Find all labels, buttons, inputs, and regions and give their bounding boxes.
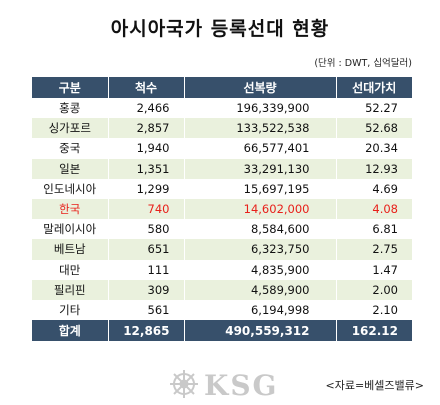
value-cell: 6.81 (336, 219, 412, 240)
value-cell: 2.10 (336, 299, 412, 321)
tonnage-cell: 15,697,195 (184, 178, 337, 199)
total-row: 합계 12,865 490,559,312 162.12 (32, 320, 412, 342)
country-cell: 필리핀 (32, 279, 109, 300)
country-cell: 인도네시아 (32, 178, 109, 199)
country-cell: 중국 (32, 138, 109, 159)
country-cell: 한국 (32, 198, 109, 220)
ships-cell: 561 (108, 299, 185, 321)
tonnage-cell: 6,194,998 (184, 299, 337, 321)
table-row: 홍콩 2,466 196,339,900 52.27 (32, 98, 412, 119)
ships-cell: 1,299 (108, 178, 185, 199)
country-cell: 말레이시아 (32, 219, 109, 240)
column-header-ships: 척수 (108, 77, 185, 98)
tonnage-cell: 4,835,900 (184, 259, 337, 280)
total-tonnage: 490,559,312 (184, 320, 337, 342)
tonnage-cell: 196,339,900 (184, 98, 337, 119)
ships-cell: 309 (108, 279, 185, 300)
ships-cell: 111 (108, 259, 185, 280)
tonnage-cell: 66,577,401 (184, 138, 337, 159)
tonnage-cell: 33,291,130 (184, 158, 337, 179)
watermark-text: KSG (204, 369, 278, 401)
ships-cell: 1,351 (108, 158, 185, 179)
ship-wheel-icon (170, 370, 198, 398)
ksg-watermark-logo: KSG (170, 369, 278, 401)
ships-cell: 2,857 (108, 118, 185, 139)
value-cell: 20.34 (336, 138, 412, 159)
table-row: 인도네시아 1,299 15,697,195 4.69 (32, 178, 412, 199)
country-cell: 베트남 (32, 239, 109, 260)
table-row: 일본 1,351 33,291,130 12.93 (32, 158, 412, 179)
value-cell: 1.47 (336, 259, 412, 280)
ships-cell: 740 (108, 198, 185, 220)
total-label: 합계 (32, 320, 109, 342)
ships-cell: 651 (108, 239, 185, 260)
value-cell: 4.08 (336, 198, 412, 220)
table-row: 대만 111 4,835,900 1.47 (32, 259, 412, 280)
value-cell: 4.69 (336, 178, 412, 199)
total-value: 162.12 (336, 320, 412, 342)
table-row: 베트남 651 6,323,750 2.75 (32, 239, 412, 260)
table-row: 필리핀 309 4,589,900 2.00 (32, 279, 412, 300)
column-header-value: 선대가치 (336, 77, 412, 98)
country-cell: 홍콩 (32, 98, 109, 119)
table-row-highlight: 한국 740 14,602,000 4.08 (32, 198, 412, 220)
tonnage-cell: 8,584,600 (184, 219, 337, 240)
value-cell: 12.93 (336, 158, 412, 179)
ships-cell: 580 (108, 219, 185, 240)
ships-cell: 2,466 (108, 98, 185, 119)
tonnage-cell: 4,589,900 (184, 279, 337, 300)
table-row: 기타 561 6,194,998 2.10 (32, 299, 412, 321)
chart-title: 아시아국가 등록선대 현황 (110, 18, 330, 40)
table-row: 싱가포르 2,857 133,522,538 52.68 (32, 118, 412, 139)
table-row: 중국 1,940 66,577,401 20.34 (32, 138, 412, 159)
country-cell: 일본 (32, 158, 109, 179)
column-header-tonnage: 선복량 (184, 77, 337, 98)
value-cell: 52.27 (336, 98, 412, 119)
tonnage-cell: 14,602,000 (184, 198, 337, 220)
tonnage-cell: 133,522,538 (184, 118, 337, 139)
value-cell: 2.75 (336, 239, 412, 260)
unit-note: (단위 : DWT, 십억달러) (314, 58, 412, 69)
total-ships: 12,865 (108, 320, 185, 342)
column-header-category: 구분 (32, 77, 109, 98)
value-cell: 2.00 (336, 279, 412, 300)
tonnage-cell: 6,323,750 (184, 239, 337, 260)
country-cell: 대만 (32, 259, 109, 280)
table-body: 홍콩 2,466 196,339,900 52.27 싱가포르 2,857 133,522,… (32, 98, 412, 321)
table-row: 말레이시아 580 8,584,600 6.81 (32, 219, 412, 240)
header-row: 구분 척수 선복량 선대가치 (32, 77, 412, 98)
value-cell: 52.68 (336, 118, 412, 139)
source-note: <자료=베셀즈밸류> (325, 379, 425, 392)
ships-cell: 1,940 (108, 138, 185, 159)
country-cell: 기타 (32, 299, 109, 321)
country-cell: 싱가포르 (32, 118, 109, 139)
fleet-table: 구분 척수 선복량 선대가치 홍콩 2,466 196,339,900 52.27 싱가… (32, 77, 412, 342)
